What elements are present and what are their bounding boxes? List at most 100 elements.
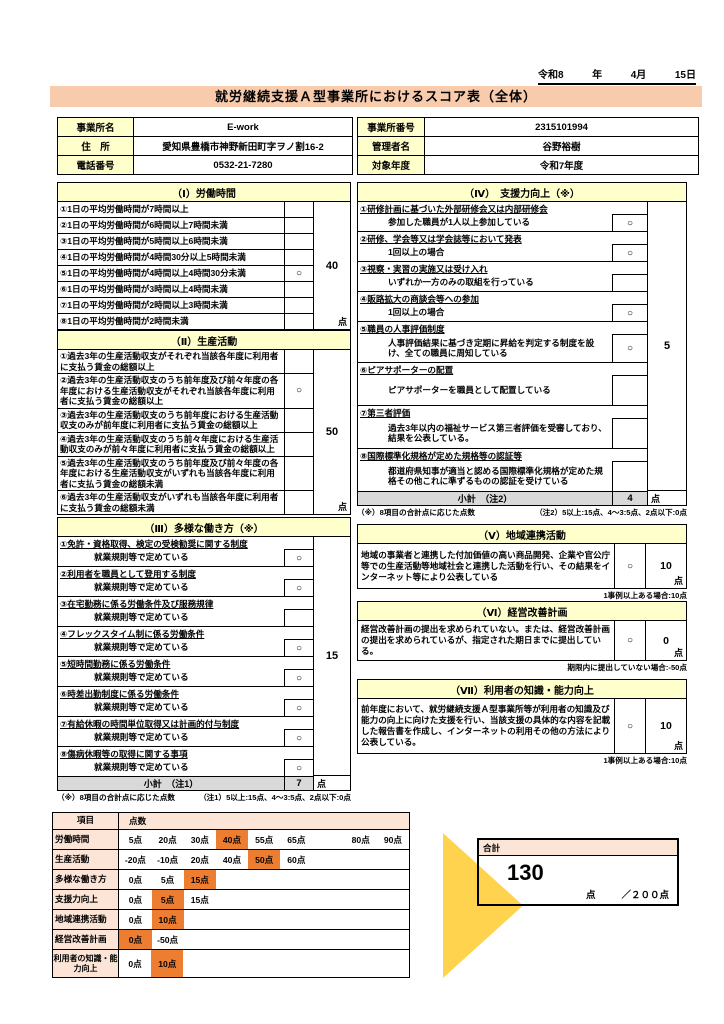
- total-value: 130: [507, 860, 544, 885]
- total-unit: 点: [585, 890, 596, 901]
- table-row: ②1日の平均労働時間が6時間以上7時間未満: [58, 218, 313, 234]
- subtotal-label: 小計 （注2）: [457, 494, 513, 504]
- table-row: ④1日の平均労働時間が4時間30分以上5時間未満: [58, 250, 313, 266]
- summary-row-diverse-work: 多様な働き方 0点 5点 15点: [53, 870, 409, 890]
- section-3-diverse-work: （Ⅲ）多様な働き方（※） ①免許・資格取得、検定の受検勧奨に関する制度 就業規則等…: [57, 517, 351, 803]
- list-item: ⑤短時間勤務に係る労働条件 就業規則等で定めている ○: [58, 657, 313, 687]
- summary-row-labor: 労働時間 5点 20点 30点 40点 55点 65点 80点 90点: [53, 830, 409, 850]
- selected-mark: [284, 250, 313, 265]
- page-title: 就労継続支援Ａ型事業所におけるスコア表（全体）: [50, 86, 702, 107]
- note-right: （注2）5以上:15点、4～3:5点、2点以下:0点: [535, 508, 687, 517]
- score-unit: 点: [673, 648, 683, 658]
- list-item: ③視察・実習の実施又は受け入れ いずれか一方のみの取組を行っている: [358, 262, 647, 292]
- score-unit: 点: [314, 775, 350, 790]
- section-7-user-knowledge: （Ⅶ）利用者の知識・能力向上 前年度において、就労継続支援Ａ型事業所等が利用者の…: [357, 679, 687, 766]
- info-row-office-name: 事業所名 E-work: [58, 118, 352, 137]
- info-label: 管理者名: [358, 137, 425, 155]
- list-item: ①研修計画に基づいた外部研修会又は内部研修会 参加した職員が1人以上参加している ○: [358, 202, 647, 232]
- office-info-table-2: 事業所番号 2315101994 管理者名 谷野裕樹 対象年度 令和7年度: [357, 117, 699, 175]
- list-item: ①免許・資格取得、検定の受検勧奨に関する制度 就業規則等で定めている ○: [58, 537, 313, 567]
- selected-mark: ○: [284, 266, 313, 281]
- section-5-note: 1事例以上ある場合:10点: [603, 591, 687, 600]
- info-row-manager: 管理者名 谷野裕樹: [358, 137, 698, 156]
- total-denominator: ／２００点: [621, 890, 669, 901]
- info-row-office-number: 事業所番号 2315101994: [358, 118, 698, 137]
- selected-mark: [612, 274, 647, 291]
- selected-mark: ○: [284, 374, 313, 408]
- section-5-score-cell: 10 点: [645, 544, 686, 588]
- list-item: ⑤職員の人事評価制度 人事評価結果に基づき定期に昇給を判定する制度を設け、全ての職…: [358, 322, 647, 363]
- selected-mark: ○: [614, 621, 645, 660]
- info-label: 事業所番号: [358, 118, 425, 136]
- selected-mark: ○: [284, 699, 313, 716]
- section-6-business-plan: （Ⅵ）経営改善計画 経営改善計画の提出を求められていない。または、経営改善計画の…: [357, 601, 687, 673]
- summary-header-row: 項目 点数: [53, 813, 409, 830]
- info-label: 電話番号: [58, 156, 134, 174]
- selected-mark: ○: [284, 759, 313, 776]
- section-5-community: （Ⅴ）地域連携活動 地域の事業者と連携した付加価値の高い商品開発、企業や官公庁等…: [357, 524, 687, 601]
- selected-mark: ○: [612, 304, 647, 321]
- info-value: 令和7年度: [539, 161, 584, 172]
- section-1-score-cell: 40 点: [313, 202, 350, 329]
- summary-row-production: 生産活動 -20点 -10点 20点 40点 50点 60点: [53, 850, 409, 870]
- section-2-production: （Ⅱ）生産活動 ①過去3年の生産活動収支がそれぞれ当該各年度に利用者に支払う賃金…: [57, 330, 351, 527]
- selected-mark: ○: [284, 579, 313, 596]
- section-5-text: 地域の事業者と連携した付加価値の高い商品開発、企業や官公庁等での生産活動等地域社…: [361, 549, 611, 582]
- section-4-support-improvement: （Ⅳ） 支援力向上（※） ①研修計画に基づいた外部研修会又は内部研修会 参加した職…: [357, 182, 687, 518]
- list-item: ④販路拡大の商談会等への参加 1回以上の場合 ○: [358, 292, 647, 322]
- info-row-phone: 電話番号 0532-21-7280: [58, 156, 352, 174]
- info-row-target-year: 対象年度 令和7年度: [358, 156, 698, 174]
- table-row: ⑤過去3年の生産活動収支のうち前年度及び前々年度の各年度における生産活動収支がい…: [58, 456, 313, 491]
- date-month: 4月: [630, 70, 647, 81]
- section-2-header: （Ⅱ）生産活動: [58, 331, 350, 350]
- list-item: ④フレックスタイム制に係る労働条件 就業規則等で定めている ○: [58, 627, 313, 657]
- selected-mark: [284, 491, 313, 514]
- table-row: ②過去3年の生産活動収支のうち前年度及び前々年度の各年度における生産活動収支がそ…: [58, 374, 313, 409]
- note-right: （注1）5以上:15点、4～3:5点、2点以下:0点: [199, 793, 351, 802]
- selected-mark: ○: [612, 214, 647, 231]
- selected-mark: ○: [284, 669, 313, 686]
- info-value: E-work: [227, 121, 259, 133]
- list-item: ⑦第三者評価 過去3年以内の福祉サービス第三者評価を受審しており、結果を公表してい…: [358, 406, 647, 449]
- selected-mark: [284, 282, 313, 297]
- total-label: 合計: [479, 840, 677, 856]
- date-day: 15日: [674, 70, 696, 81]
- section-2-score: 50: [325, 426, 339, 438]
- list-item: ③在宅勤務に係る労働条件及び服務規律 就業規則等で定めている: [58, 597, 313, 627]
- table-row: ①過去3年の生産活動収支がそれぞれ当該各年度に利用者に支払う賃金の総額以上: [58, 350, 313, 374]
- selected-mark: [284, 609, 313, 626]
- section-6-score-cell: 0 点: [645, 621, 686, 660]
- section-6-text: 経営改善計画の提出を求められていない。または、経営改善計画の提出を求められている…: [361, 624, 610, 656]
- section-2-score-cell: 50 点: [313, 350, 350, 514]
- section-4-notes: （※）8項目の合計点に応じた点数 （注2）5以上:15点、4～3:5点、2点以下…: [357, 507, 687, 518]
- info-value: 谷野裕樹: [542, 142, 581, 153]
- selected-mark: ○: [612, 334, 647, 362]
- section-3-score: 15: [325, 650, 339, 662]
- table-row: ⑧1日の平均労働時間が2時間未満: [58, 314, 313, 329]
- section-4-score: 5: [663, 340, 671, 352]
- list-item: ⑧傷病休暇等の取得に関する事項 就業規則等で定めている ○: [58, 747, 313, 777]
- score-unit: 点: [673, 741, 683, 751]
- section-6-header: （Ⅵ）経営改善計画: [358, 602, 686, 621]
- selected-mark: [612, 461, 647, 491]
- selected-mark: ○: [284, 729, 313, 746]
- list-item: ②研修、学会等又は学会誌等において発表 1回以上の場合 ○: [358, 232, 647, 262]
- subtotal-value: 7: [284, 777, 313, 790]
- selected-mark: ○: [284, 639, 313, 656]
- table-row: ④過去3年の生産活動収支のうち前々年度における生産活動収支のみが前々年度に利用者…: [58, 432, 313, 457]
- summary-row-community: 地域連携活動 0点 10点: [53, 910, 409, 930]
- note-left: （※）8項目の合計点に応じた点数: [357, 508, 475, 517]
- info-label: 対象年度: [358, 156, 425, 174]
- note-left: （※）8項目の合計点に応じた点数: [57, 793, 175, 802]
- section-4-score-cell: 5 点: [647, 202, 686, 505]
- info-label: 事業所名: [58, 118, 134, 136]
- list-item: ⑧国際標準化規格が定めた規格等の認証等 都道府県知事が適当と認める国際標準化規格が…: [358, 449, 647, 492]
- section-5-score: 10: [660, 560, 672, 572]
- info-value: 2315101994: [535, 121, 588, 133]
- section-3-score-cell: 15 点: [313, 537, 350, 790]
- table-row: ⑦1日の平均労働時間が2時間以上3時間未満: [58, 298, 313, 314]
- score-unit: 点: [673, 576, 683, 586]
- table-row: ③1日の平均労働時間が5時間以上6時間未満: [58, 234, 313, 250]
- score-unit: 点: [648, 490, 686, 505]
